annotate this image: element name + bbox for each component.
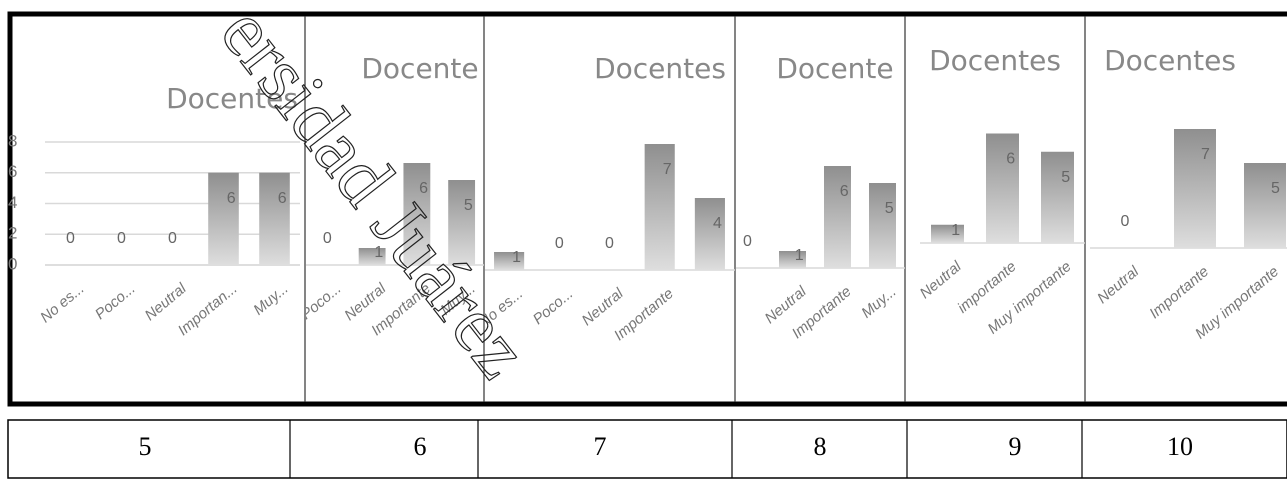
x-tick-label: Neutral xyxy=(917,258,965,303)
x-tick-label: Importante xyxy=(1146,263,1212,322)
x-tick-label: Muy... xyxy=(858,283,899,322)
data-label: 0 xyxy=(117,230,126,247)
data-label: 6 xyxy=(419,180,428,197)
chart-title: Docentes xyxy=(929,44,1061,77)
data-label: 6 xyxy=(227,190,236,207)
data-label: 5 xyxy=(464,197,473,214)
x-tick-label: Poco... xyxy=(530,285,577,328)
data-label: 0 xyxy=(605,235,614,252)
data-label: 5 xyxy=(1061,169,1070,186)
data-label: 0 xyxy=(743,233,752,250)
table-cell: 10 xyxy=(1167,432,1193,461)
data-label: 7 xyxy=(663,161,672,178)
bar xyxy=(1041,151,1074,243)
chart-title: Docentes xyxy=(166,82,298,115)
bar xyxy=(1244,163,1286,248)
bar xyxy=(208,172,239,265)
data-label: 0 xyxy=(1121,213,1130,230)
x-tick-label: Neutral xyxy=(142,280,190,325)
bar xyxy=(824,166,851,268)
data-label: 0 xyxy=(66,230,75,247)
y-tick-label: 4 xyxy=(8,193,17,212)
data-label: 1 xyxy=(951,222,960,239)
data-label: 6 xyxy=(1006,151,1015,168)
x-tick-label: Poco... xyxy=(92,280,139,323)
data-label: 6 xyxy=(278,190,287,207)
chart-panel: Docente0Poco...1Neutral6Importante5Muy..… xyxy=(306,52,484,339)
frame xyxy=(7,11,1287,407)
data-label: 5 xyxy=(885,200,894,217)
bar xyxy=(644,144,675,270)
table-cell: 6 xyxy=(414,432,427,461)
data-label: 6 xyxy=(840,183,849,200)
chart-title: Docentes xyxy=(594,52,726,85)
x-tick-label: Neutral xyxy=(1094,263,1142,308)
data-label: 4 xyxy=(713,215,722,232)
table-cell: 8 xyxy=(814,432,827,461)
y-tick-label: 8 xyxy=(8,131,17,150)
bar xyxy=(448,180,476,265)
data-label: 5 xyxy=(1271,180,1280,197)
table-cell: 9 xyxy=(1009,432,1022,461)
data-label: 0 xyxy=(323,230,332,247)
bar xyxy=(869,183,896,268)
chart-panel: Docente01Neutral6Importante5Muy... xyxy=(736,52,905,342)
bar xyxy=(403,163,431,265)
bar xyxy=(1174,129,1216,248)
data-label: 0 xyxy=(168,230,177,247)
table-cell: 5 xyxy=(139,432,152,461)
data-label: 1 xyxy=(512,249,521,266)
y-tick-label: 0 xyxy=(8,254,17,273)
data-label: 1 xyxy=(374,244,383,261)
chart-title: Docente xyxy=(361,52,478,85)
x-tick-label: No es... xyxy=(37,280,88,326)
y-tick-label: 2 xyxy=(8,224,17,243)
data-label: 7 xyxy=(1201,146,1210,163)
chart-title: Docente xyxy=(776,52,893,85)
bar xyxy=(986,133,1019,243)
bar xyxy=(358,248,386,265)
data-label: 0 xyxy=(555,235,564,252)
chart-title: Docentes xyxy=(1104,44,1236,77)
bar xyxy=(694,198,725,270)
bar xyxy=(494,252,525,270)
y-tick-label: 6 xyxy=(8,162,17,181)
x-tick-label: Muy... xyxy=(250,280,291,319)
bar xyxy=(259,172,290,265)
bar xyxy=(779,251,806,268)
bar xyxy=(931,224,964,243)
data-label: 1 xyxy=(795,247,804,264)
table-cell: 7 xyxy=(594,432,607,461)
table-frame xyxy=(7,419,1287,479)
